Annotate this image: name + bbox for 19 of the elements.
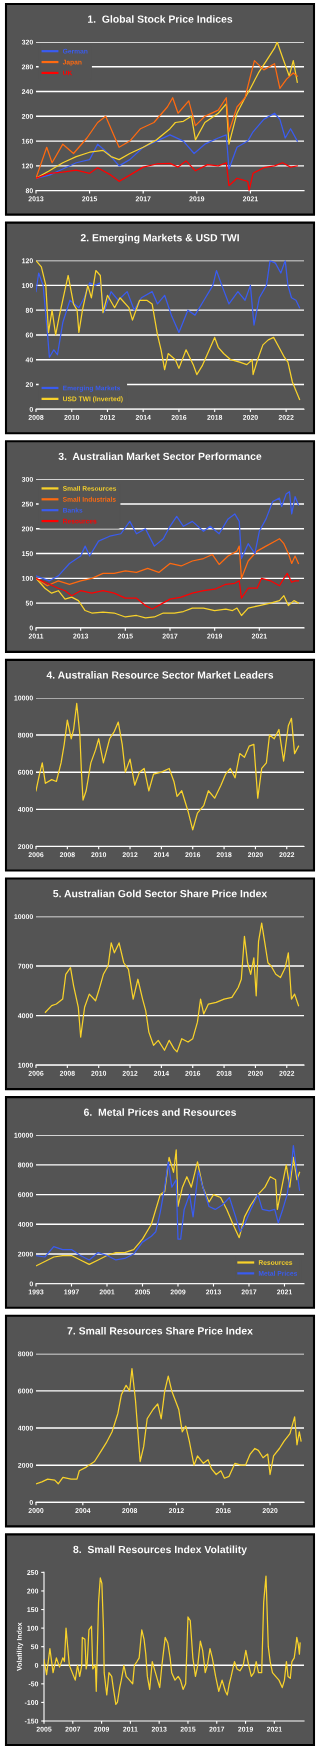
chart-title: 3. Australian Market Sector Performance	[58, 452, 262, 461]
line-series	[36, 491, 300, 582]
line-series	[44, 922, 300, 1053]
chart-title: 1. Global Stock Price Indices	[88, 15, 233, 23]
line-series	[36, 1367, 302, 1485]
chart-title: 6. Metal Prices and Resources	[83, 1108, 236, 1116]
chart-title: 5. Australian Gold Sector Share Price Index	[53, 889, 268, 898]
line-series	[36, 572, 300, 610]
line-series	[44, 1575, 301, 1705]
line-series	[36, 538, 300, 587]
line-series	[36, 160, 298, 191]
chart-title: 2. Emerging Markets & USD TWI	[80, 233, 239, 244]
line-series	[36, 260, 301, 358]
line-series	[36, 577, 300, 619]
chart-title: 4. Australian Resource Sector Market Leaders	[46, 671, 274, 679]
chart-title: 8. Small Resources Index Volatility	[73, 1545, 247, 1556]
chart-title: 7. Small Resources Share Price Index	[67, 1326, 253, 1335]
line-series	[36, 702, 300, 831]
line-series	[36, 112, 298, 179]
